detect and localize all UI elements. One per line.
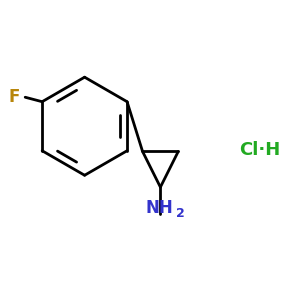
Text: 2: 2 [176, 207, 184, 220]
Text: F: F [8, 88, 20, 106]
Text: NH: NH [145, 199, 173, 217]
Text: Cl·H: Cl·H [239, 141, 280, 159]
